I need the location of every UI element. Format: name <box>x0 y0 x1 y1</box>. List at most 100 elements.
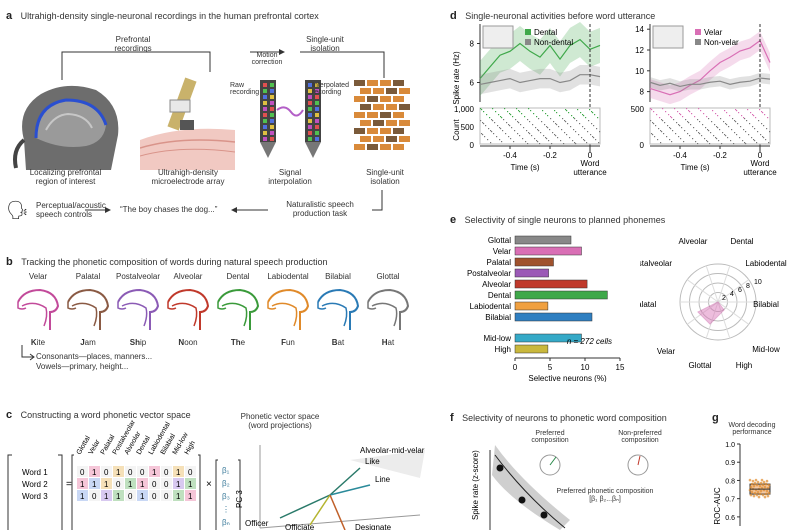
raster-spike <box>578 134 580 136</box>
panel-label: b <box>6 256 13 268</box>
raster-spike <box>568 112 570 114</box>
raster-spike <box>509 113 511 115</box>
raster-spike <box>756 142 758 144</box>
raster-spike <box>763 137 765 139</box>
panel-label: g <box>712 412 719 424</box>
electrode-site <box>270 83 274 87</box>
vocal-tract-icon <box>167 288 210 330</box>
matrix-cell <box>101 478 112 489</box>
raster-spike <box>589 109 591 111</box>
raster-spike <box>767 117 769 119</box>
raster-spike <box>670 116 672 118</box>
electrode-site <box>263 125 267 129</box>
unit-block <box>399 88 410 94</box>
matrix-value: 0 <box>152 492 157 501</box>
raster-spike <box>571 115 573 117</box>
electrode-site <box>270 95 274 99</box>
raster-spike <box>506 122 508 124</box>
raster-spike <box>711 121 713 123</box>
unit-block <box>367 144 378 150</box>
word-rest: at <box>387 338 395 347</box>
raster-spike <box>563 143 565 145</box>
count-axis-label: Count <box>452 119 461 141</box>
data-point <box>762 480 766 484</box>
panel-g: g <box>712 408 719 426</box>
y-tick-label: 6 <box>470 79 475 88</box>
raster-spike <box>508 136 510 138</box>
x-axis-label: Time (s) <box>510 163 539 172</box>
raster-spike <box>743 129 745 131</box>
lips-outline <box>317 302 327 310</box>
speech-controls-label: Perceptual/acoustic speech controls <box>36 201 106 219</box>
raster-spike <box>688 110 690 112</box>
raster-spike <box>574 118 576 120</box>
raster-spike <box>651 133 653 135</box>
matrix-value: 0 <box>164 480 169 489</box>
raster-spike <box>564 132 566 134</box>
raster-spike <box>566 110 568 112</box>
matrix-cell <box>77 490 88 501</box>
preferred-circle <box>539 454 561 476</box>
tract-outline <box>17 288 60 330</box>
unit-block <box>360 136 371 142</box>
raster-spike <box>661 131 663 133</box>
vector-bracket <box>215 459 241 530</box>
word-rest: ite <box>36 338 46 347</box>
raster-spike <box>747 109 749 111</box>
data-point <box>754 478 758 482</box>
raster-spike <box>725 135 727 137</box>
raster-spike <box>499 139 501 141</box>
raster-spike <box>660 142 662 144</box>
raster-spike <box>754 140 756 142</box>
tongue-outline <box>271 302 298 327</box>
raster-spike <box>566 134 568 136</box>
raster-spike <box>703 113 705 115</box>
raster-spike <box>533 113 535 115</box>
raster-spike <box>546 138 548 140</box>
word-label: Word 3 <box>22 492 48 501</box>
raster-spike <box>480 120 482 122</box>
raster-spike <box>746 120 748 122</box>
lips-outline <box>67 302 77 310</box>
polar-label: Bilabial <box>753 300 779 309</box>
signal-interpolation-image <box>260 80 321 158</box>
raster-spike <box>697 119 699 121</box>
series-line <box>649 77 771 88</box>
electrode-site <box>270 101 274 105</box>
microelectrode-array-image <box>140 77 235 170</box>
unit-block <box>373 104 384 110</box>
raster-spike <box>573 129 575 131</box>
raster-spike <box>702 124 704 126</box>
y-tick-label: 10 <box>635 67 644 76</box>
data-point <box>757 495 761 499</box>
raster-spike <box>500 116 502 118</box>
raster-area <box>649 107 771 145</box>
vocal-tract-icon <box>117 288 160 330</box>
matrix-value: 0 <box>116 480 121 489</box>
word-label: Word 1 <box>22 468 48 477</box>
raster-spike <box>554 110 556 112</box>
raster-spike <box>483 123 485 125</box>
unit-block <box>354 112 365 118</box>
raster-spike <box>671 117 673 119</box>
polar-spoke <box>717 301 731 339</box>
data-point <box>756 490 760 494</box>
unit-block <box>367 128 378 134</box>
matrix-cell <box>137 478 148 489</box>
matrix-value: 1 <box>140 480 145 489</box>
interpolated-recording-label: Interpolated recording <box>312 82 349 96</box>
raster-spike <box>717 127 719 129</box>
motion-correction-label: Motion correction <box>251 52 283 66</box>
raster-spike <box>723 121 725 123</box>
category-label: High <box>495 345 511 354</box>
raster-spike <box>537 141 539 143</box>
raster-spike <box>689 135 691 137</box>
data-point <box>496 464 504 472</box>
matrix-value: 1 <box>92 480 97 489</box>
panel-label: d <box>450 10 457 22</box>
matrix-cell <box>185 466 196 477</box>
polar-spoke <box>705 265 719 303</box>
raster-spike <box>510 138 512 140</box>
y-axis-label: Spike rate (Hz) <box>452 51 461 105</box>
raster-spike <box>716 138 718 140</box>
